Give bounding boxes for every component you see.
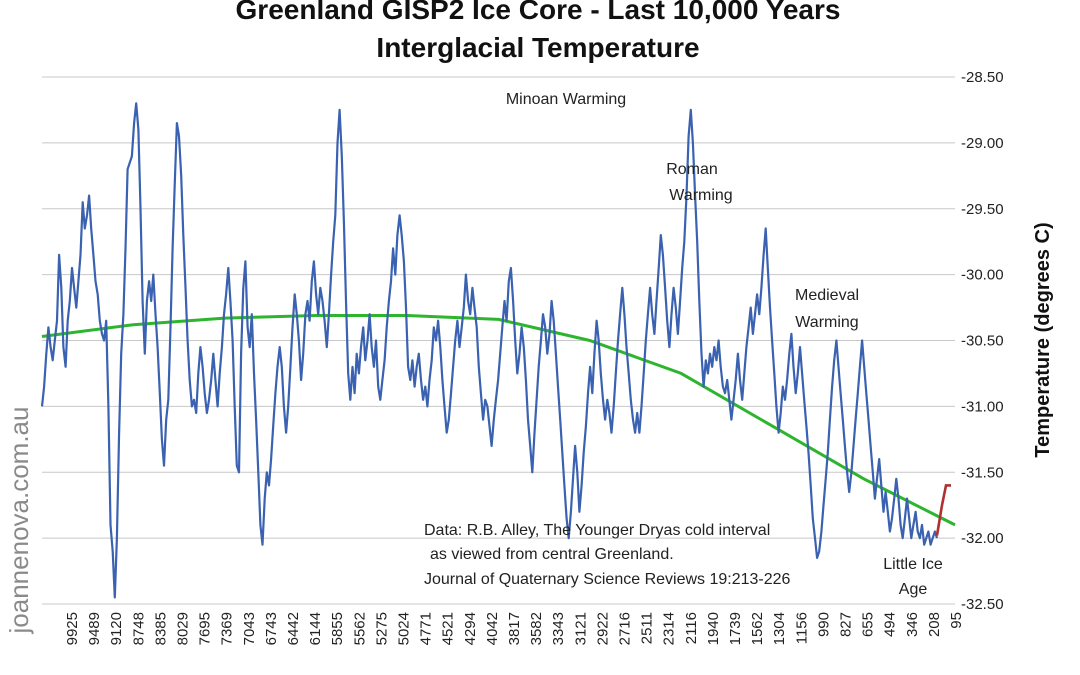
x-tick-label: 1739 [727, 612, 744, 645]
x-tick-label: 494 [882, 612, 899, 637]
y-axis-label: Temperature (degrees C) [1032, 222, 1054, 457]
annotation-roman-line1: Roman [666, 161, 718, 178]
x-tick-label: 3121 [572, 612, 589, 645]
x-tick-label: 5855 [329, 612, 346, 645]
x-tick-label: 95 [948, 612, 965, 629]
x-tick-label: 7695 [197, 612, 214, 645]
chart-title-line2: Interglacial Temperature [376, 32, 699, 63]
x-tick-label: 346 [904, 612, 921, 637]
y-tick-label: -29.00 [961, 135, 1004, 152]
y-tick-label: -30.00 [961, 267, 1004, 284]
x-tick-label: 8029 [175, 612, 192, 645]
x-tick-label: 4771 [418, 612, 435, 645]
x-tick-label: 4521 [440, 612, 457, 645]
x-tick-label: 208 [926, 612, 943, 637]
recent-warming-line [935, 484, 951, 536]
x-tick-label: 2716 [617, 612, 634, 645]
y-tick-label: -28.50 [961, 69, 1004, 86]
annotation-medieval-line1: Medieval [795, 287, 859, 304]
x-tick-label: 990 [815, 612, 832, 637]
annotation-data-source-line3: Journal of Quaternary Science Reviews 19… [424, 571, 791, 588]
x-tick-label: 2511 [639, 612, 656, 644]
x-tick-label: 9120 [108, 612, 125, 645]
x-tick-label: 3817 [506, 612, 523, 645]
annotation-data-source-line2: as viewed from central Greenland. [430, 546, 674, 563]
y-tick-label: -30.50 [961, 333, 1004, 350]
x-tick-label: 1156 [793, 612, 810, 644]
annotation-roman-line2: Warming [669, 187, 732, 204]
x-tick-label: 3582 [528, 612, 545, 645]
x-tick-label: 5275 [373, 612, 390, 645]
x-tick-label: 7043 [241, 612, 258, 645]
x-tick-label: 2922 [594, 612, 611, 645]
x-tick-label: 655 [860, 612, 877, 637]
annotation-minoan-warming: Minoan Warming [506, 91, 626, 108]
x-tick-label: 4042 [484, 612, 501, 645]
x-tick-label: 8748 [130, 612, 147, 645]
y-tick-label: -32.00 [961, 530, 1004, 547]
x-tick-label: 4294 [462, 612, 479, 645]
x-tick-label: 1940 [705, 612, 722, 645]
x-tick-label: 3343 [550, 612, 567, 645]
x-tick-label: 2314 [661, 612, 678, 645]
x-tick-label: 8385 [152, 612, 169, 645]
trend-line [41, 314, 956, 527]
annotation-medieval-line2: Warming [795, 314, 858, 331]
annotation-little-ice-age-line1: Little Ice [883, 556, 943, 573]
y-tick-label: -32.50 [961, 596, 1004, 613]
x-tick-label: 1562 [749, 612, 766, 645]
y-tick-label: -31.50 [961, 464, 1004, 481]
x-tick-label: 1304 [771, 612, 788, 645]
x-tick-label: 5024 [396, 612, 413, 645]
y-tick-label: -29.50 [961, 201, 1004, 218]
x-tick-label: 6743 [263, 612, 280, 645]
annotation-data-source-line1: Data: R.B. Alley, The Younger Dryas cold… [424, 522, 770, 539]
x-tick-label: 827 [838, 612, 855, 637]
x-tick-label: 2116 [683, 612, 700, 644]
x-tick-label: 7369 [219, 612, 236, 645]
y-tick-label: -31.00 [961, 398, 1004, 415]
x-tick-label: 9925 [64, 612, 81, 645]
watermark-text: joannenova.com.au [4, 407, 34, 635]
x-tick-labels: 9925 9489 9120 8748 8385 8029 7695 7369 7043 6743… [64, 612, 965, 645]
x-tick-label: 6442 [285, 612, 302, 645]
y-tick-labels: -28.50 -29.00 -29.50 -30.00 -30.50 -31.00 -31.… [961, 69, 1004, 613]
temperature-line [40, 102, 939, 599]
x-tick-label: 9489 [86, 612, 103, 645]
chart-title-line1: Greenland GISP2 Ice Core - Last 10,000 Y… [236, 0, 841, 25]
x-tick-label: 6144 [307, 612, 324, 645]
annotation-little-ice-age-line2: Age [899, 581, 928, 598]
x-tick-label: 5562 [351, 612, 368, 645]
